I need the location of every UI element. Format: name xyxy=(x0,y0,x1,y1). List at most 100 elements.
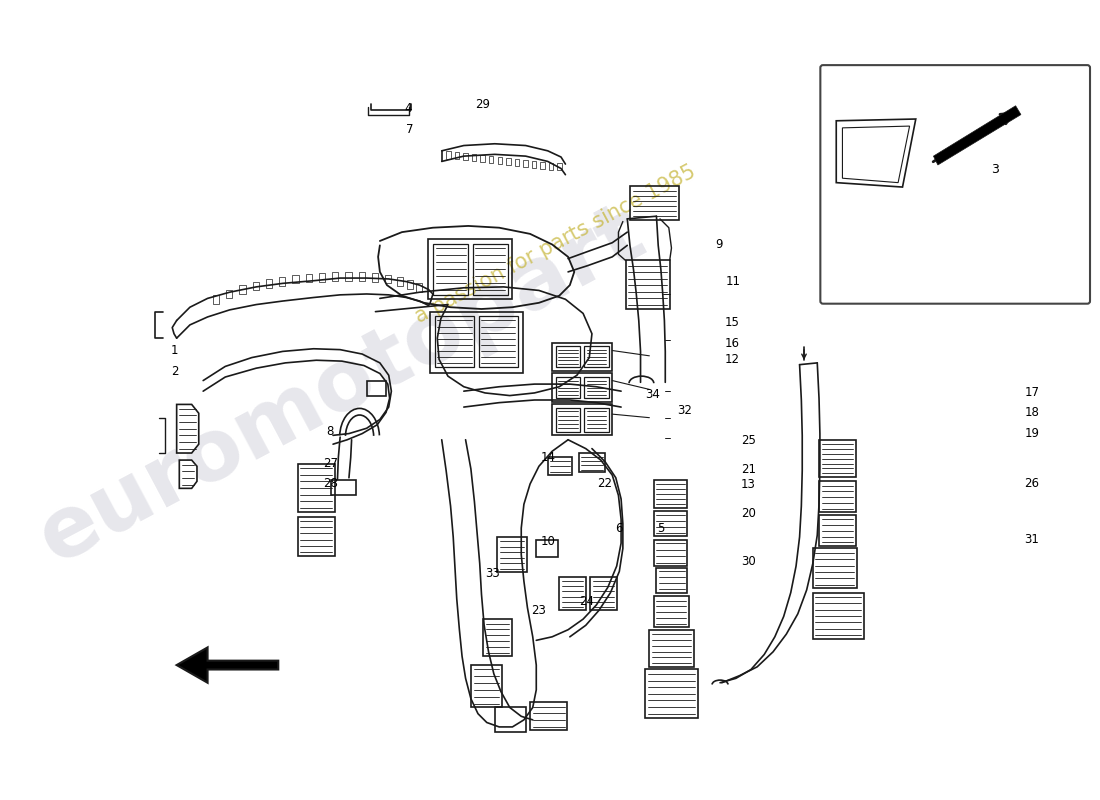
Bar xyxy=(298,517,334,556)
Text: 22: 22 xyxy=(597,477,612,490)
Text: 24: 24 xyxy=(580,595,594,608)
Text: 4: 4 xyxy=(404,102,411,115)
Text: 16: 16 xyxy=(725,337,740,350)
Bar xyxy=(657,568,688,593)
Text: 8: 8 xyxy=(327,426,334,438)
Bar xyxy=(653,479,688,508)
Bar xyxy=(556,346,581,367)
Text: 30: 30 xyxy=(740,554,756,568)
Bar xyxy=(359,272,365,281)
Polygon shape xyxy=(177,647,278,682)
Bar xyxy=(497,537,527,572)
Polygon shape xyxy=(843,126,910,182)
Text: 14: 14 xyxy=(540,451,556,465)
Bar xyxy=(556,408,581,432)
Text: 11: 11 xyxy=(726,274,741,288)
Bar xyxy=(813,549,857,588)
Bar xyxy=(429,239,513,299)
Bar xyxy=(447,151,451,158)
Bar xyxy=(481,155,485,162)
Text: 3: 3 xyxy=(991,163,999,176)
Bar xyxy=(552,342,613,371)
Text: 20: 20 xyxy=(740,506,756,519)
Bar xyxy=(653,511,688,536)
Bar xyxy=(397,277,403,286)
Bar xyxy=(385,274,392,283)
Bar xyxy=(345,272,352,281)
Bar xyxy=(537,540,559,558)
Bar xyxy=(293,274,298,283)
Polygon shape xyxy=(179,460,197,488)
Text: 9: 9 xyxy=(715,238,723,251)
Bar xyxy=(531,161,536,168)
Bar xyxy=(820,482,856,512)
Bar xyxy=(653,596,689,627)
Bar xyxy=(495,707,526,732)
Bar xyxy=(454,153,459,159)
Bar xyxy=(331,479,356,495)
Bar xyxy=(227,290,232,298)
Bar xyxy=(552,405,613,435)
Text: 28: 28 xyxy=(322,477,338,490)
Bar xyxy=(240,285,245,294)
Text: a passion for parts since 1985: a passion for parts since 1985 xyxy=(412,162,700,327)
Text: 6: 6 xyxy=(615,522,623,535)
Text: 1: 1 xyxy=(170,344,178,357)
FancyBboxPatch shape xyxy=(821,65,1090,304)
Bar xyxy=(306,274,311,282)
Bar xyxy=(591,577,617,610)
Text: 13: 13 xyxy=(740,478,756,491)
Bar xyxy=(530,702,568,730)
Bar xyxy=(332,272,339,281)
Bar xyxy=(558,163,562,170)
Text: 7: 7 xyxy=(406,123,414,137)
Text: 31: 31 xyxy=(1024,534,1040,546)
Text: 23: 23 xyxy=(531,604,546,617)
Bar xyxy=(515,159,519,166)
Bar xyxy=(549,162,553,170)
Text: 26: 26 xyxy=(1024,477,1040,490)
Bar xyxy=(556,377,581,398)
Bar xyxy=(820,515,856,546)
Bar xyxy=(584,377,608,398)
Bar xyxy=(820,440,856,477)
Bar xyxy=(433,244,469,295)
Bar xyxy=(626,260,670,309)
Bar xyxy=(430,312,522,374)
Bar xyxy=(506,158,510,165)
Bar xyxy=(473,244,508,295)
Text: 2: 2 xyxy=(170,366,178,378)
Bar xyxy=(478,316,518,367)
Text: 10: 10 xyxy=(540,535,556,548)
Bar xyxy=(253,282,258,290)
Text: 12: 12 xyxy=(725,354,740,366)
Bar xyxy=(540,162,544,169)
Polygon shape xyxy=(934,106,1021,165)
Bar xyxy=(584,346,608,367)
Bar xyxy=(649,630,694,667)
Bar xyxy=(463,154,467,160)
Bar xyxy=(645,670,698,718)
Text: 25: 25 xyxy=(740,434,756,447)
Polygon shape xyxy=(177,405,199,453)
Text: 29: 29 xyxy=(475,98,491,111)
Bar xyxy=(813,593,865,638)
Polygon shape xyxy=(836,119,916,187)
Text: 32: 32 xyxy=(678,404,692,417)
Bar xyxy=(298,464,334,512)
Text: 15: 15 xyxy=(725,316,740,329)
Bar xyxy=(266,279,272,288)
Bar xyxy=(630,186,679,220)
Bar xyxy=(472,154,476,162)
Bar xyxy=(559,577,586,610)
Text: euromotopart: euromotopart xyxy=(24,191,659,581)
Bar xyxy=(416,283,422,292)
Text: 34: 34 xyxy=(646,388,660,401)
Text: 5: 5 xyxy=(657,522,664,535)
Bar xyxy=(653,540,688,566)
Text: 17: 17 xyxy=(1024,386,1040,399)
Bar xyxy=(584,408,608,432)
Bar xyxy=(490,156,494,163)
Text: 18: 18 xyxy=(1024,406,1040,419)
Bar xyxy=(366,381,386,397)
